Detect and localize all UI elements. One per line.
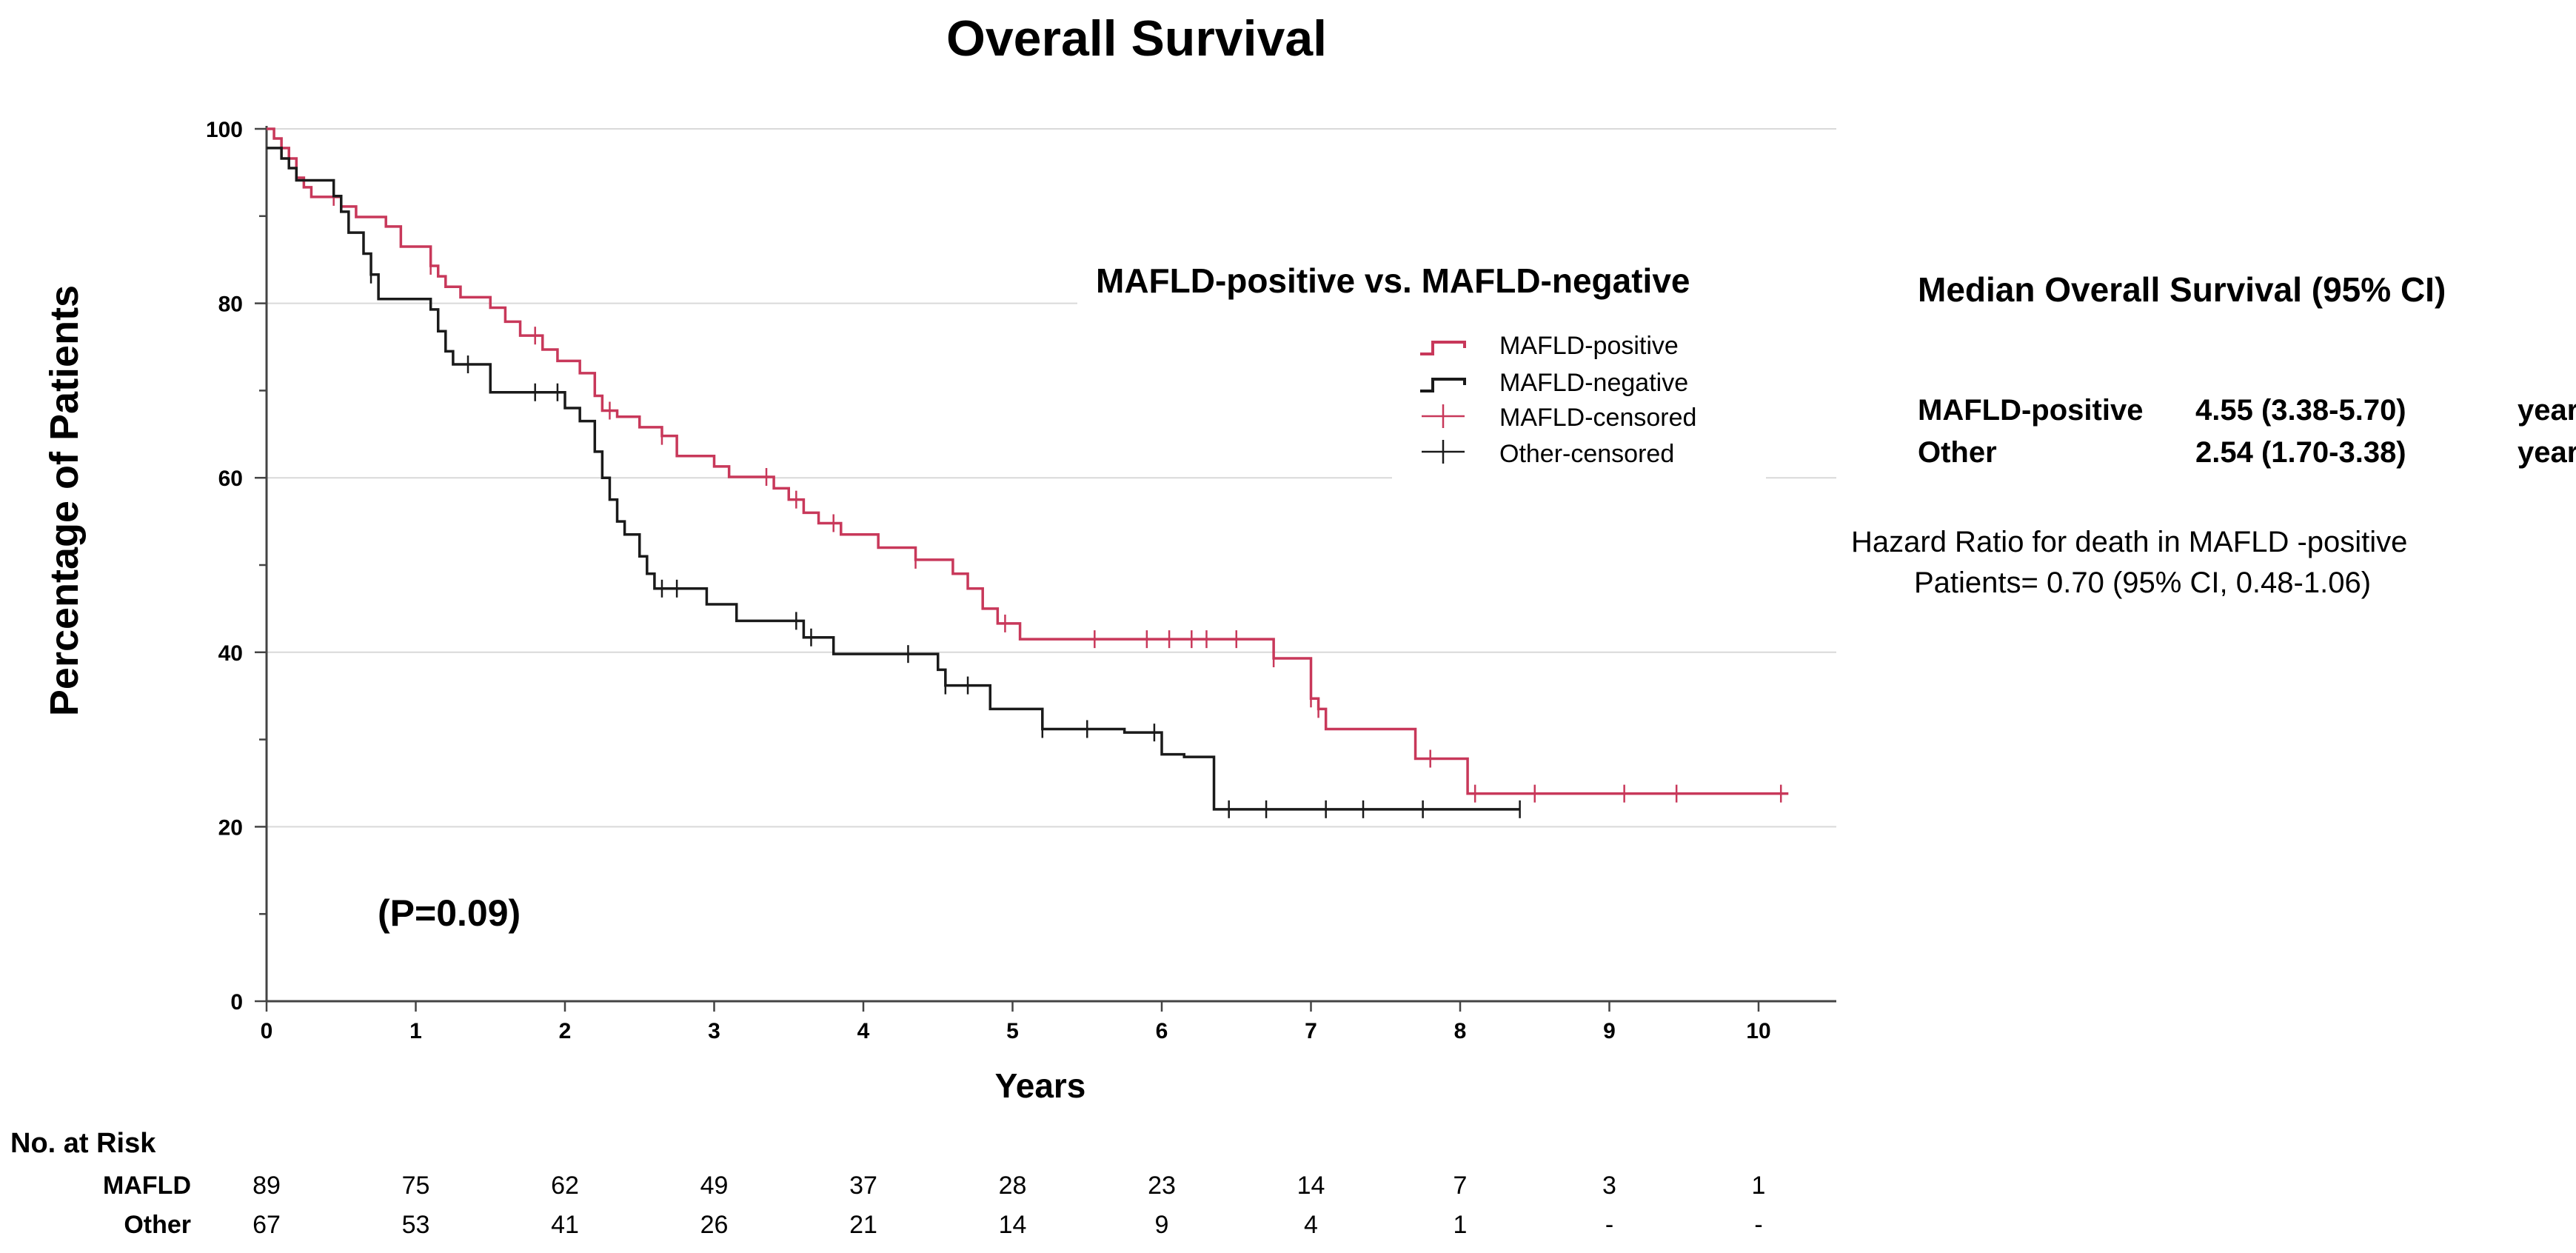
risk-value-mafld-9: 3 [1602, 1172, 1616, 1200]
risk-value-other-6: 9 [1155, 1211, 1169, 1239]
risk-value-mafld-2: 62 [551, 1172, 579, 1200]
risk-value-mafld-3: 49 [700, 1172, 729, 1200]
y-tick-label-0: 0 [230, 990, 243, 1015]
x-tick-label-6: 6 [1156, 1019, 1168, 1043]
risk-value-other-3: 26 [700, 1211, 729, 1239]
risk-value-other-10: - [1754, 1211, 1762, 1239]
median-group-mafld-positive: MAFLD-positive [1918, 394, 2143, 427]
gridlines [267, 128, 1836, 828]
risk-value-mafld-4: 37 [849, 1172, 877, 1200]
curve-mafld-positive [267, 127, 1789, 795]
hazard-ratio-line-1: Hazard Ratio for death in MAFLD -positiv… [1851, 526, 2407, 558]
risk-value-other-9: - [1605, 1211, 1613, 1239]
risk-table-title: No. at Risk [10, 1128, 156, 1159]
risk-value-mafld-6: 23 [1148, 1172, 1176, 1200]
legend-label-mafld-censored: MAFLD-censored [1499, 404, 1696, 432]
median-unit-mafld-positive: years [2518, 394, 2576, 427]
x-tick-label-3: 3 [708, 1019, 720, 1043]
risk-row-label-other: Other [124, 1211, 191, 1239]
risk-value-other-7: 4 [1304, 1211, 1318, 1239]
legend-label-mafld-negative: MAFLD-negative [1499, 369, 1688, 397]
risk-value-mafld-10: 1 [1752, 1172, 1766, 1200]
median-unit-other: years [2518, 436, 2576, 469]
risk-value-other-2: 41 [551, 1211, 579, 1239]
risk-value-mafld-0: 89 [252, 1172, 281, 1200]
risk-value-mafld-1: 75 [402, 1172, 430, 1200]
risk-value-other-1: 53 [402, 1211, 430, 1239]
y-tick-label-20: 20 [218, 815, 243, 840]
risk-value-mafld-5: 28 [999, 1172, 1027, 1200]
risk-value-other-0: 67 [252, 1211, 281, 1239]
x-axis-label: Years [995, 1066, 1086, 1105]
median-value-other: 2.54 (1.70-3.38) [2195, 436, 2406, 469]
median-survival-title: Median Overall Survival (95% CI) [1918, 270, 2446, 309]
x-tick-label-2: 2 [559, 1019, 572, 1043]
legend-swatch-mafld-negative [1420, 378, 1466, 392]
risk-value-mafld-8: 7 [1453, 1172, 1468, 1200]
risk-value-other-5: 14 [999, 1211, 1027, 1239]
x-tick-label-0: 0 [261, 1019, 273, 1043]
legend-label-other-censored: Other-censored [1499, 440, 1674, 468]
risk-value-other-4: 21 [849, 1211, 877, 1239]
median-group-other: Other [1918, 436, 1997, 469]
hazard-ratio-line-2: Patients= 0.70 (95% CI, 0.48-1.06) [1914, 567, 2371, 599]
curve-mafld-negative [267, 147, 1520, 811]
risk-table: No. at Risk MAFLD Other 89 75 62 49 37 28 23 14… [10, 1128, 1765, 1239]
median-value-mafld-positive: 4.55 (3.38-5.70) [2195, 394, 2406, 427]
survival-curves [267, 127, 1789, 818]
risk-value-mafld-7: 14 [1297, 1172, 1325, 1200]
x-tick-label-7: 7 [1305, 1019, 1317, 1043]
x-tick-label-9: 9 [1603, 1019, 1616, 1043]
legend-swatch-mafld-positive [1420, 341, 1466, 355]
median-survival-panel: Median Overall Survival (95% CI) MAFLD-p… [1851, 270, 2576, 599]
x-tick-label-10: 10 [1746, 1019, 1770, 1043]
legend-swatch-other-censored [1422, 440, 1465, 464]
y-tick-label-80: 80 [218, 293, 243, 317]
legend-label-mafld-positive: MAFLD-positive [1499, 332, 1679, 360]
chart-title: Overall Survival [946, 10, 1327, 67]
legend-title: MAFLD-positive vs. MAFLD-negative [1096, 261, 1690, 300]
y-tick-label-100: 100 [206, 118, 243, 142]
legend-swatch-mafld-censored [1422, 404, 1465, 428]
x-tick-label-4: 4 [857, 1019, 870, 1043]
x-axis-ticks: 0 1 2 3 4 5 6 7 8 9 10 [261, 1001, 1771, 1043]
risk-value-other-8: 1 [1453, 1211, 1468, 1239]
y-tick-label-60: 60 [218, 467, 243, 491]
p-value-annotation: (P=0.09) [378, 892, 521, 934]
x-tick-label-8: 8 [1454, 1019, 1467, 1043]
risk-row-label-mafld: MAFLD [103, 1172, 191, 1200]
x-tick-label-5: 5 [1006, 1019, 1019, 1043]
legend: MAFLD-positive vs. MAFLD-negative MAFLD-… [1096, 261, 1696, 468]
y-axis-label: Percentage of Patients [42, 285, 87, 716]
y-axis-ticks: 0 20 40 60 80 100 [206, 118, 267, 1015]
y-tick-label-40: 40 [218, 641, 243, 666]
x-tick-label-1: 1 [409, 1019, 422, 1043]
